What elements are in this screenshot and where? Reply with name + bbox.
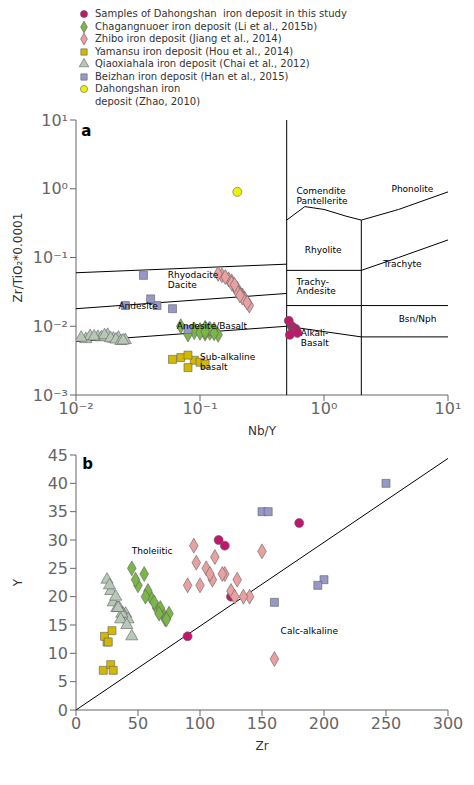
svg-text:30: 30 (48, 531, 68, 550)
svg-text:10: 10 (48, 644, 68, 663)
svg-text:5: 5 (58, 672, 68, 691)
svg-text:Sub-alkalinebasalt: Sub-alkalinebasalt (200, 352, 256, 372)
svg-text:0: 0 (71, 714, 81, 733)
svg-text:10¹: 10¹ (41, 111, 68, 130)
svg-text:Phonolite: Phonolite (391, 184, 433, 194)
svg-text:Alkali-Basalt: Alkali-Basalt (301, 328, 329, 348)
html-text:Samples of Dahongshan iron dep: Samples of Dahongshan iron deposit in th… (95, 8, 347, 19)
svg-text:Calc-alkaline: Calc-alkaline (281, 626, 339, 636)
svg-text:Tholeiitic: Tholeiitic (131, 546, 173, 556)
svg-text:15: 15 (48, 616, 68, 635)
svg-text:10⁻¹: 10⁻¹ (182, 399, 217, 418)
svg-text:20: 20 (48, 587, 68, 606)
svg-text:Zr: Zr (255, 739, 268, 753)
svg-text:b: b (82, 455, 93, 473)
svg-text:Zr/TiO₂*0.0001: Zr/TiO₂*0.0001 (11, 213, 25, 303)
svg-text:a: a (81, 122, 91, 140)
svg-text:200: 200 (309, 714, 340, 733)
html-text:Yamansu iron deposit (Hou et a: Yamansu iron deposit (Hou et al., 2014) (95, 45, 294, 57)
svg-text:Trachyte: Trachyte (382, 259, 422, 269)
svg-text:Andesite: Andesite (118, 301, 158, 311)
html-text:Dahongshan iron deposit (Zhao,: Dahongshan iron deposit (Zhao, 2010) (95, 83, 201, 107)
svg-text:10⁻²: 10⁻² (33, 317, 68, 336)
svg-text:Bsn/Nph: Bsn/Nph (399, 314, 437, 324)
svg-text:10¹: 10¹ (435, 399, 462, 418)
svg-text:40: 40 (48, 474, 68, 493)
html-text:Qiaoxiahala iron deposit (Chai: Qiaoxiahala iron deposit (Chai et al., 2… (95, 58, 310, 69)
svg-text:Nb/Y: Nb/Y (248, 424, 277, 438)
svg-text:10⁻²: 10⁻² (58, 399, 94, 419)
svg-text:RhyodaciteDacite: RhyodaciteDacite (168, 270, 219, 290)
svg-text:10⁻³: 10⁻³ (33, 386, 68, 405)
svg-text:ComenditePantellerite: ComenditePantellerite (296, 186, 348, 206)
svg-text:45: 45 (48, 446, 68, 465)
svg-text:10⁰: 10⁰ (41, 179, 68, 198)
svg-text:Y: Y (11, 578, 25, 587)
svg-text:150: 150 (247, 714, 278, 733)
svg-text:10⁰: 10⁰ (311, 399, 338, 418)
svg-text:25: 25 (48, 559, 68, 578)
svg-text:Rhyolite: Rhyolite (305, 245, 342, 255)
html-text:Chagangnuoer iron deposit (Li: Chagangnuoer iron deposit (Li et al., 20… (95, 20, 317, 32)
svg-text:300: 300 (433, 714, 464, 733)
svg-text:Andesite/Basalt: Andesite/Basalt (177, 321, 248, 331)
html-text:Beizhan iron deposit (Han et a: Beizhan iron deposit (Han et al., 2015) (95, 70, 289, 82)
svg-text:10⁻¹: 10⁻¹ (33, 248, 68, 267)
html-text:Zhibo iron deposit (Jiang et a: Zhibo iron deposit (Jiang et al., 2014) (95, 33, 282, 44)
svg-text:250: 250 (371, 714, 402, 733)
svg-text:50: 50 (128, 714, 148, 733)
svg-text:100: 100 (185, 714, 216, 733)
svg-text:Trachy-Andesite: Trachy-Andesite (295, 277, 336, 297)
svg-text:0: 0 (58, 701, 68, 720)
svg-text:35: 35 (48, 502, 68, 521)
